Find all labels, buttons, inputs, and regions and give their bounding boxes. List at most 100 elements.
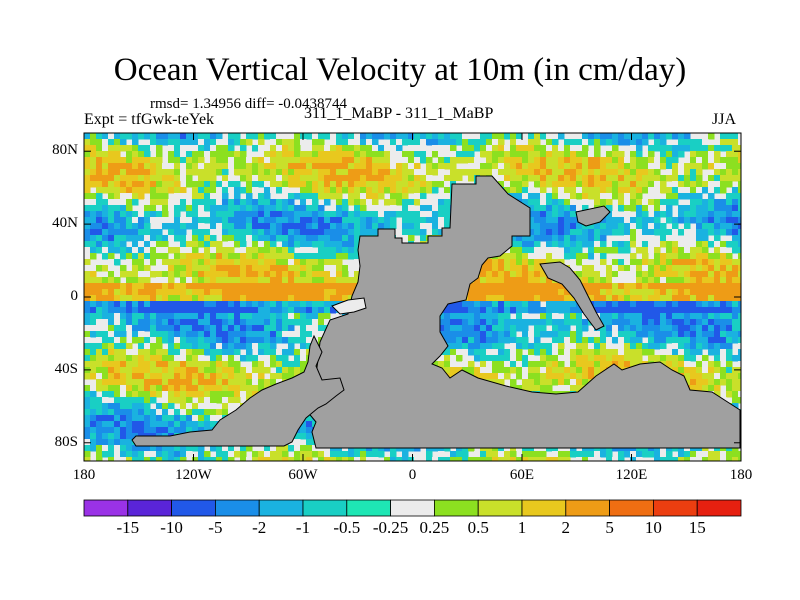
field-cell <box>588 229 595 236</box>
field-cell <box>510 181 517 188</box>
field-cell <box>654 241 661 248</box>
field-cell <box>342 247 349 254</box>
field-cell <box>630 301 637 308</box>
field-cell <box>576 253 583 260</box>
field-cell <box>90 409 97 416</box>
field-cell <box>720 289 727 296</box>
field-cell <box>276 217 283 224</box>
field-cell <box>666 271 673 278</box>
field-cell <box>84 259 91 266</box>
field-cell <box>570 361 577 368</box>
field-cell <box>498 169 505 176</box>
field-cell <box>624 331 631 338</box>
field-cell <box>600 355 607 362</box>
field-cell <box>702 343 709 350</box>
field-cell <box>282 187 289 194</box>
field-cell <box>192 259 199 266</box>
field-cell <box>318 265 325 272</box>
field-cell <box>516 301 523 308</box>
field-cell <box>306 337 313 344</box>
field-cell <box>96 349 103 356</box>
field-cell <box>588 247 595 254</box>
field-cell <box>270 145 277 152</box>
field-cell <box>576 361 583 368</box>
field-cell <box>720 277 727 284</box>
field-cell <box>438 319 445 326</box>
field-cell <box>636 301 643 308</box>
field-cell <box>504 181 511 188</box>
field-cell <box>282 301 289 308</box>
field-cell <box>186 157 193 164</box>
field-cell <box>480 271 487 278</box>
field-cell <box>126 325 133 332</box>
field-cell <box>270 169 277 176</box>
field-cell <box>222 163 229 170</box>
field-cell <box>258 133 265 140</box>
field-cell <box>342 169 349 176</box>
field-cell <box>300 301 307 308</box>
field-cell <box>600 349 607 356</box>
field-cell <box>120 367 127 374</box>
field-cell <box>138 277 145 284</box>
field-cell <box>678 265 685 272</box>
field-cell <box>666 355 673 362</box>
field-cell <box>726 181 733 188</box>
field-cell <box>702 157 709 164</box>
field-cell <box>636 205 643 212</box>
field-cell <box>342 217 349 224</box>
field-cell <box>636 133 643 140</box>
field-cell <box>522 163 529 170</box>
field-cell <box>300 265 307 272</box>
field-cell <box>618 271 625 278</box>
field-cell <box>192 133 199 140</box>
field-cell <box>174 283 181 290</box>
field-cell <box>462 325 469 332</box>
field-cell <box>624 211 631 218</box>
field-cell <box>540 277 547 284</box>
field-cell <box>648 337 655 344</box>
field-cell <box>324 241 331 248</box>
field-cell <box>498 319 505 326</box>
field-cell <box>726 265 733 272</box>
field-cell <box>726 259 733 266</box>
field-cell <box>150 187 157 194</box>
field-cell <box>204 133 211 140</box>
field-cell <box>144 277 151 284</box>
field-cell <box>96 157 103 164</box>
field-cell <box>180 193 187 200</box>
field-cell <box>90 133 97 140</box>
field-cell <box>552 175 559 182</box>
field-cell <box>546 139 553 146</box>
field-cell <box>654 193 661 200</box>
field-cell <box>246 337 253 344</box>
field-cell <box>324 133 331 140</box>
field-cell <box>624 217 631 224</box>
field-cell <box>648 205 655 212</box>
field-cell <box>642 175 649 182</box>
field-cell <box>258 265 265 272</box>
field-cell <box>198 391 205 398</box>
field-cell <box>108 205 115 212</box>
field-cell <box>594 307 601 314</box>
field-cell <box>408 169 415 176</box>
field-cell <box>522 379 529 386</box>
field-cell <box>738 337 741 344</box>
field-cell <box>84 175 91 182</box>
field-cell <box>408 187 415 194</box>
field-cell <box>270 331 277 338</box>
field-cell <box>528 355 535 362</box>
field-cell <box>678 193 685 200</box>
field-cell <box>330 241 337 248</box>
field-cell <box>150 145 157 152</box>
field-cell <box>114 313 121 320</box>
field-cell <box>348 235 355 242</box>
field-cell <box>528 157 535 164</box>
field-cell <box>636 229 643 236</box>
field-cell <box>594 163 601 170</box>
field-cell <box>696 331 703 338</box>
field-cell <box>90 295 97 302</box>
field-cell <box>576 169 583 176</box>
field-cell <box>168 271 175 278</box>
field-cell <box>696 205 703 212</box>
field-cell <box>270 283 277 290</box>
